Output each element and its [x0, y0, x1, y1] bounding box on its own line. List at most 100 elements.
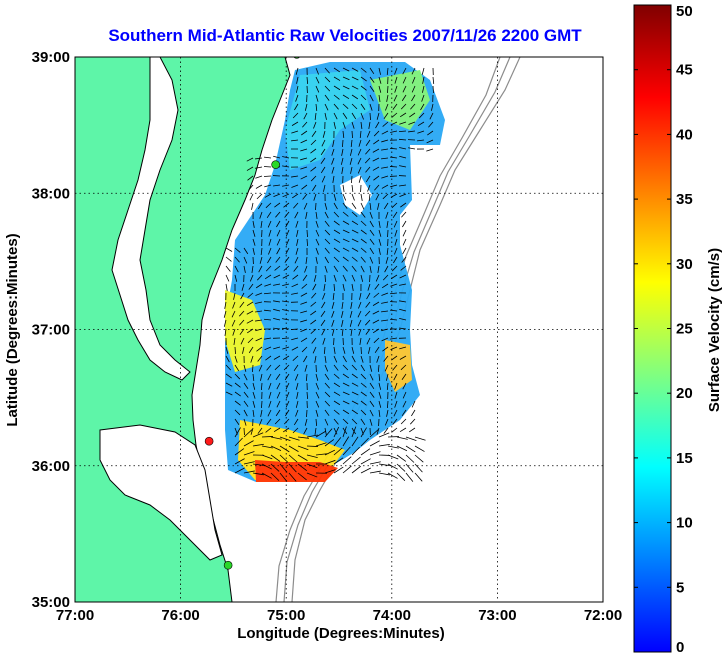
velocity-vector [304, 103, 308, 111]
velocity-vector [369, 247, 375, 255]
velocity-vector [324, 112, 327, 120]
velocity-vector [342, 220, 350, 225]
velocity-vector [295, 67, 299, 75]
velocity-vector [333, 418, 339, 425]
velocity-vector [421, 94, 425, 102]
velocity-vector [411, 94, 416, 102]
velocity-vector [282, 165, 290, 168]
velocity-vector [324, 409, 330, 416]
velocity-vector [333, 265, 339, 273]
velocity-vector [386, 220, 389, 228]
velocity-vector [360, 364, 366, 372]
velocity-vector [393, 94, 398, 102]
velocity-vector [310, 175, 317, 182]
velocity-vector [390, 184, 398, 188]
velocity-vector [234, 256, 240, 263]
velocity-vector [377, 364, 380, 373]
velocity-vector [331, 319, 335, 327]
velocity-vector [282, 355, 290, 361]
velocity-vector [324, 85, 331, 92]
velocity-vector [281, 327, 290, 330]
velocity-vector [239, 328, 245, 335]
velocity-vector [279, 463, 288, 473]
velocity-vector [333, 382, 341, 388]
velocity-vector [385, 211, 389, 219]
velocity-vector [315, 391, 320, 399]
velocity-vector [260, 373, 263, 381]
velocity-vector [265, 427, 272, 433]
velocity-vector [414, 454, 424, 463]
velocity-vector [263, 292, 272, 295]
velocity-vector [293, 418, 299, 426]
velocity-vector [252, 247, 255, 255]
velocity-vector [331, 301, 335, 309]
velocity-vector [389, 318, 398, 321]
velocity-vector [381, 157, 389, 160]
velocity-vector [402, 229, 407, 237]
velocity-vector [243, 418, 247, 426]
velocity-vector [333, 466, 344, 474]
velocity-vector [260, 220, 263, 228]
velocity-vector [231, 310, 236, 318]
velocity-vector [351, 76, 359, 81]
velocity-vector [301, 130, 308, 136]
x-tick-label: 72:00 [584, 607, 622, 624]
velocity-vector [392, 103, 398, 110]
velocity-vector [282, 346, 290, 350]
velocity-vector [304, 265, 308, 273]
velocity-vector [333, 247, 340, 253]
velocity-vector [369, 400, 375, 407]
velocity-vector [252, 364, 254, 373]
velocity-vector [297, 472, 307, 481]
velocity-vector [375, 193, 380, 201]
velocity-vector [405, 436, 417, 441]
velocity-vector [274, 265, 281, 271]
velocity-vector [315, 238, 320, 246]
velocity-vector [315, 400, 320, 408]
velocity-vector [378, 432, 390, 438]
velocity-vector [384, 265, 389, 273]
velocity-vector [389, 166, 398, 168]
velocity-vector [324, 391, 331, 398]
velocity-vector [291, 337, 299, 341]
velocity-vector [306, 229, 308, 238]
velocity-vector [279, 436, 291, 441]
velocity-vector [324, 94, 330, 101]
velocity-vector [393, 220, 398, 228]
velocity-vector [420, 103, 425, 111]
velocity-vector [243, 429, 253, 438]
velocity-vector [369, 429, 379, 438]
velocity-vector [409, 112, 416, 118]
velocity-vector [305, 373, 308, 382]
y-tick-label: 39:00 [32, 49, 70, 66]
velocity-vector [369, 211, 373, 219]
velocity-vector [385, 256, 389, 264]
velocity-vector [315, 442, 327, 447]
velocity-vector [276, 238, 281, 246]
velocity-vector [252, 391, 256, 399]
velocity-vector [342, 247, 350, 252]
velocity-vector [378, 238, 382, 246]
velocity-vector [369, 265, 372, 273]
velocity-vector [369, 364, 373, 372]
velocity-vector [378, 463, 390, 467]
velocity-vector [288, 445, 299, 452]
x-tick-label: 76:00 [161, 607, 199, 624]
velocity-vector [402, 247, 407, 255]
velocity-vector [429, 112, 434, 120]
velocity-vector [273, 283, 281, 286]
velocity-vector [247, 175, 254, 181]
velocity-vector [279, 472, 288, 482]
velocity-vector [394, 400, 398, 408]
velocity-vector [264, 274, 272, 280]
velocity-vector [381, 310, 389, 313]
velocity-vector [377, 265, 380, 273]
velocity-vector [331, 310, 335, 318]
velocity-vector [243, 265, 246, 273]
colorbar-tick-label: 25 [676, 321, 693, 338]
velocity-vector [398, 130, 407, 133]
velocity-vector [315, 85, 320, 93]
velocity-vector [260, 247, 263, 255]
x-tick-label: 74:00 [373, 607, 411, 624]
velocity-vector [322, 130, 326, 138]
